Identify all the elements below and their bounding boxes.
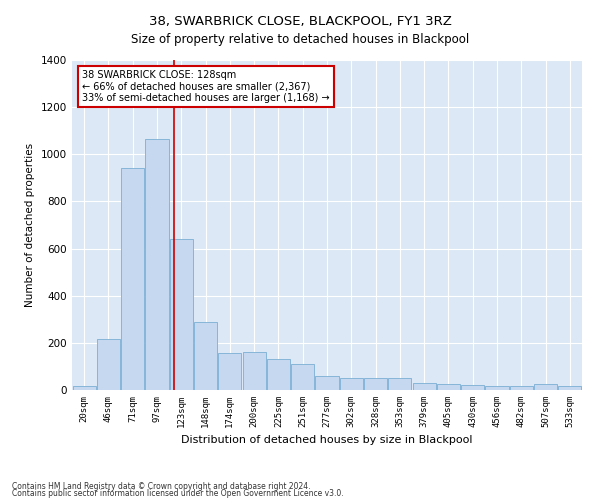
Text: Size of property relative to detached houses in Blackpool: Size of property relative to detached ho… — [131, 32, 469, 46]
Text: Contains HM Land Registry data © Crown copyright and database right 2024.: Contains HM Land Registry data © Crown c… — [12, 482, 311, 491]
Bar — [364, 378, 387, 390]
Text: 38, SWARBRICK CLOSE, BLACKPOOL, FY1 3RZ: 38, SWARBRICK CLOSE, BLACKPOOL, FY1 3RZ — [149, 15, 451, 28]
Bar — [485, 386, 509, 390]
Bar — [145, 139, 169, 390]
Bar — [194, 322, 217, 390]
Bar — [413, 384, 436, 390]
Bar — [218, 354, 241, 390]
Bar — [461, 386, 484, 390]
Bar — [388, 378, 412, 390]
Bar — [559, 386, 581, 390]
Bar — [291, 364, 314, 390]
Text: Contains public sector information licensed under the Open Government Licence v3: Contains public sector information licen… — [12, 489, 344, 498]
Text: 38 SWARBRICK CLOSE: 128sqm
← 66% of detached houses are smaller (2,367)
33% of s: 38 SWARBRICK CLOSE: 128sqm ← 66% of deta… — [82, 70, 330, 103]
Bar — [340, 378, 363, 390]
X-axis label: Distribution of detached houses by size in Blackpool: Distribution of detached houses by size … — [181, 436, 473, 446]
Bar — [534, 384, 557, 390]
Bar — [437, 384, 460, 390]
Bar — [97, 338, 120, 390]
Bar — [121, 168, 144, 390]
Bar — [73, 386, 95, 390]
Bar — [242, 352, 266, 390]
Bar — [510, 386, 533, 390]
Bar — [267, 360, 290, 390]
Bar — [170, 239, 193, 390]
Bar — [316, 376, 338, 390]
Y-axis label: Number of detached properties: Number of detached properties — [25, 143, 35, 307]
